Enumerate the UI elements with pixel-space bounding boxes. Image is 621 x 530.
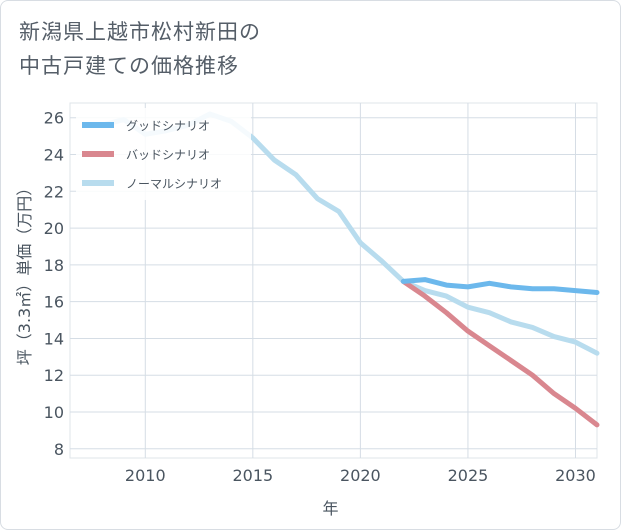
legend-label-0: グッドシナリオ bbox=[126, 119, 210, 133]
x-tick-label: 2010 bbox=[125, 466, 166, 485]
y-tick-label: 16 bbox=[44, 293, 64, 312]
y-tick-label: 22 bbox=[44, 182, 64, 201]
x-tick-label: 2030 bbox=[555, 466, 596, 485]
chart-title: 新潟県上越市松村新田の 中古戸建ての価格推移 bbox=[19, 15, 261, 83]
y-tick-label: 26 bbox=[44, 109, 64, 128]
y-tick-label: 10 bbox=[44, 403, 64, 422]
x-tick-label: 2025 bbox=[448, 466, 489, 485]
y-tick-label: 24 bbox=[44, 146, 64, 165]
legend-label-2: ノーマルシナリオ bbox=[126, 177, 222, 191]
y-tick-label: 8 bbox=[54, 440, 64, 459]
x-tick-label: 2015 bbox=[232, 466, 273, 485]
x-axis-label: 年 bbox=[322, 499, 338, 518]
chart-title-line-2: 中古戸建ての価格推移 bbox=[19, 54, 239, 78]
series-line-0 bbox=[400, 277, 600, 295]
chart-title-line-1: 新潟県上越市松村新田の bbox=[19, 20, 261, 44]
y-tick-label: 12 bbox=[44, 366, 64, 385]
y-tick-label: 14 bbox=[44, 329, 64, 348]
series-line-1 bbox=[400, 278, 600, 428]
y-tick-label: 20 bbox=[44, 219, 64, 238]
legend-label-1: バッドシナリオ bbox=[126, 148, 210, 162]
y-tick-label: 18 bbox=[44, 256, 64, 275]
x-tick-label: 2020 bbox=[340, 466, 381, 485]
y-axis-label: 坪（3.3㎡）単価（万円） bbox=[15, 180, 34, 365]
